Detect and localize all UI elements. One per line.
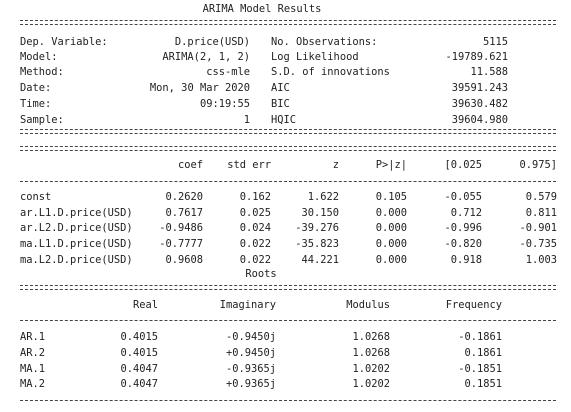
cell: -0.1851 — [458, 363, 502, 375]
cell: 0.4047 — [120, 378, 158, 390]
cell: -0.901 — [519, 222, 557, 234]
row-label: ar.L2.D.price(USD) — [20, 222, 133, 234]
cell: 0.000 — [375, 207, 407, 219]
rule — [20, 129, 556, 134]
cell: -0.1861 — [458, 331, 502, 343]
column-header: 0.975] — [519, 159, 557, 171]
cell: 0.105 — [375, 191, 407, 203]
cell: 0.4047 — [120, 363, 158, 375]
cell: -35.823 — [295, 238, 339, 250]
column-header: Real — [132, 299, 158, 311]
cell: 30.150 — [301, 207, 339, 219]
rule — [20, 146, 556, 151]
row-label: ma.L1.D.price(USD) — [20, 238, 133, 250]
rule — [20, 320, 556, 321]
column-header: Imaginary — [219, 299, 276, 311]
info-value: css-mle — [206, 66, 250, 78]
cell: +0.9450j — [225, 347, 276, 359]
column-header: Modulus — [346, 299, 390, 311]
row-label: AR.2 — [20, 347, 46, 359]
info-value: D.price(USD) — [174, 36, 250, 48]
cell: -0.9365j — [225, 363, 276, 375]
cell: 1.0268 — [352, 331, 390, 343]
cell: 44.221 — [301, 254, 339, 266]
row-label: MA.2 — [20, 378, 46, 390]
row-label: MA.1 — [20, 363, 46, 375]
info-label: Date: — [20, 82, 52, 94]
cell: 0.4015 — [120, 331, 158, 343]
cell: -0.996 — [444, 222, 482, 234]
cell: -0.735 — [519, 238, 557, 250]
cell: 0.162 — [239, 191, 271, 203]
cell: -0.9450j — [225, 331, 276, 343]
cell: 0.579 — [525, 191, 557, 203]
column-header: [0.025 — [444, 159, 482, 171]
info-label: S.D. of innovations — [271, 66, 390, 78]
cell: -0.820 — [444, 238, 482, 250]
column-header: Frequency — [445, 299, 502, 311]
info-value: 1 — [243, 114, 250, 126]
column-header: std err — [227, 159, 271, 171]
info-label: Method: — [20, 66, 64, 78]
cell: 0.1861 — [464, 347, 502, 359]
cell: 0.811 — [525, 207, 557, 219]
cell: 0.7617 — [165, 207, 203, 219]
info-value: Mon, 30 Mar 2020 — [149, 82, 250, 94]
info-label: Dep. Variable: — [20, 36, 108, 48]
info-label: No. Observations: — [271, 36, 378, 48]
cell: 0.025 — [239, 207, 271, 219]
title: ARIMA Model Results — [202, 3, 322, 15]
info-value: 09:19:55 — [199, 98, 250, 110]
section-title: Roots — [245, 268, 277, 280]
cell: 0.000 — [375, 238, 407, 250]
rule — [20, 181, 556, 182]
info-value: 5115 — [482, 36, 508, 48]
cell: +0.9365j — [225, 378, 276, 390]
cell: 1.622 — [307, 191, 339, 203]
column-header: P>|z| — [375, 159, 407, 171]
info-value: 39630.482 — [451, 98, 508, 110]
info-value: ARIMA(2, 1, 2) — [162, 51, 250, 63]
column-header: z — [332, 159, 339, 171]
info-value: -19789.621 — [445, 51, 508, 63]
info-label: Time: — [20, 98, 52, 110]
cell: 0.000 — [375, 254, 407, 266]
row-label: const — [20, 191, 52, 203]
info-label: Sample: — [20, 114, 64, 126]
cell: 0.000 — [375, 222, 407, 234]
info-label: Model: — [20, 51, 58, 63]
cell: 1.0202 — [352, 378, 390, 390]
cell: -39.276 — [295, 222, 339, 234]
row-label: ar.L1.D.price(USD) — [20, 207, 133, 219]
cell: 1.0202 — [352, 363, 390, 375]
info-label: HQIC — [271, 114, 297, 126]
cell: 0.1851 — [464, 378, 502, 390]
info-label: AIC — [271, 82, 290, 94]
cell: 0.022 — [239, 238, 271, 250]
info-label: BIC — [271, 98, 290, 110]
cell: 0.712 — [450, 207, 482, 219]
row-label: AR.1 — [20, 331, 46, 343]
cell: 0.022 — [239, 254, 271, 266]
cell: -0.055 — [444, 191, 482, 203]
cell: 1.0268 — [352, 347, 390, 359]
rule — [20, 20, 556, 25]
cell: 0.4015 — [120, 347, 158, 359]
cell: -0.7777 — [159, 238, 203, 250]
rule — [20, 285, 556, 290]
cell: 0.024 — [239, 222, 271, 234]
row-label: ma.L2.D.price(USD) — [20, 254, 133, 266]
cell: 0.918 — [450, 254, 482, 266]
column-header: coef — [177, 159, 203, 171]
info-value: 39591.243 — [451, 82, 508, 94]
cell: 0.2620 — [165, 191, 203, 203]
cell: -0.9486 — [159, 222, 203, 234]
info-label: Log Likelihood — [271, 51, 359, 63]
cell: 1.003 — [525, 254, 557, 266]
info-value: 39604.980 — [451, 114, 508, 126]
cell: 0.9608 — [165, 254, 203, 266]
rule — [20, 400, 556, 401]
info-value: 11.588 — [470, 66, 508, 78]
